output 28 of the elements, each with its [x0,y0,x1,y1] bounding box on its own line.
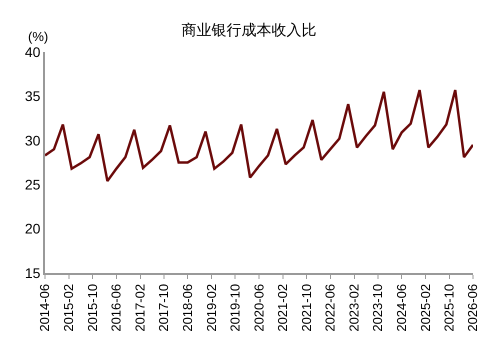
y-tick-label: 15 [24,264,41,281]
line-series [45,88,473,182]
x-tick-label: 2017-10 [156,284,172,332]
x-tick-label: 2019-02 [204,284,219,332]
x-tick-label: 2021-02 [275,284,290,332]
x-tick-label: 2020-06 [251,284,266,332]
x-tick-label: 2024-06 [394,284,409,332]
x-tick-label: 2015-10 [84,284,100,332]
x-tick-label: 2025-02 [418,284,433,332]
x-tick-label: 2015-02 [61,284,76,332]
y-axis-title: (%) [28,29,48,44]
y-tick-label: 20 [24,220,41,237]
x-tick-label: 2021-10 [298,284,314,332]
y-tick-label: 35 [24,88,41,104]
x-tick-label: 2014-06 [37,284,52,332]
chart-title: 商业银行成本收入比 [182,22,316,39]
y-tick-label: 40 [24,44,41,60]
x-tick-label: 2026-06 [465,284,480,332]
x-tick-label: 2019-10 [227,284,242,332]
x-tick-label: 2017-02 [132,284,148,332]
y-tick-label: 30 [24,132,41,148]
x-tick-label: 2023-02 [346,284,362,332]
y-tick-label: 25 [24,176,41,192]
x-tick-label: 2023-10 [370,284,386,332]
x-tick-label: 2018-06 [180,284,195,332]
x-tick-label: 2025-10 [441,284,456,332]
x-tick-label: 2016-06 [108,284,124,332]
x-tick-label: 2022-06 [322,284,338,332]
